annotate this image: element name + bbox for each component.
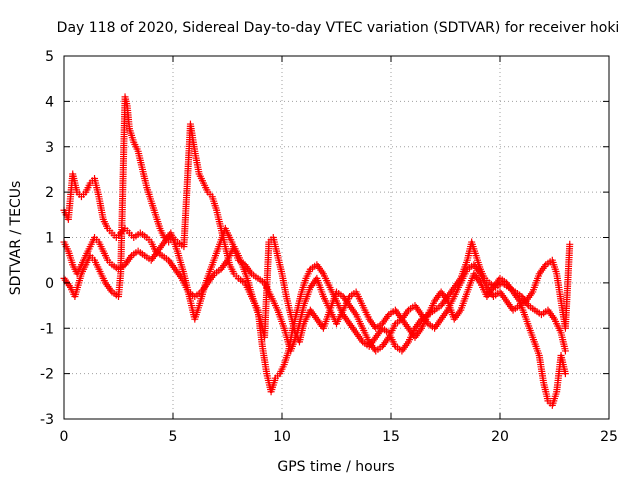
x-tick-label: 15 xyxy=(382,429,400,445)
x-tick-label: 20 xyxy=(491,429,509,445)
x-axis-label: GPS time / hours xyxy=(277,459,394,475)
x-tick-label: 0 xyxy=(60,429,69,445)
series-trace-c xyxy=(60,224,574,355)
axis-ticks xyxy=(63,55,610,420)
y-tick-label: 2 xyxy=(45,185,54,201)
data-points xyxy=(60,93,574,409)
x-tick-label: 10 xyxy=(273,429,291,445)
y-tick-label: 3 xyxy=(45,140,54,156)
y-tick-label: 1 xyxy=(45,231,54,247)
chart-title: Day 118 of 2020, Sidereal Day-to-day VTE… xyxy=(57,20,620,36)
grid-lines xyxy=(64,56,609,419)
data-point xyxy=(561,347,569,355)
y-tick-label: -1 xyxy=(40,321,54,337)
series-trace-a xyxy=(60,93,569,396)
y-axis-label: SDTVAR / TECUs xyxy=(8,181,24,296)
data-point xyxy=(566,240,574,248)
data-point xyxy=(561,370,569,378)
x-tick-labels: 0 5 10 15 20 25 xyxy=(60,429,618,445)
y-tick-label: -3 xyxy=(40,412,54,428)
y-tick-label: 5 xyxy=(45,49,54,65)
y-tick-label: 4 xyxy=(45,94,54,110)
y-tick-labels: -3 -2 -1 0 1 2 3 4 5 xyxy=(40,49,54,428)
x-tick-label: 5 xyxy=(169,429,178,445)
y-tick-label: -2 xyxy=(40,367,54,383)
x-tick-label: 25 xyxy=(600,429,618,445)
y-tick-label: 0 xyxy=(45,276,54,292)
